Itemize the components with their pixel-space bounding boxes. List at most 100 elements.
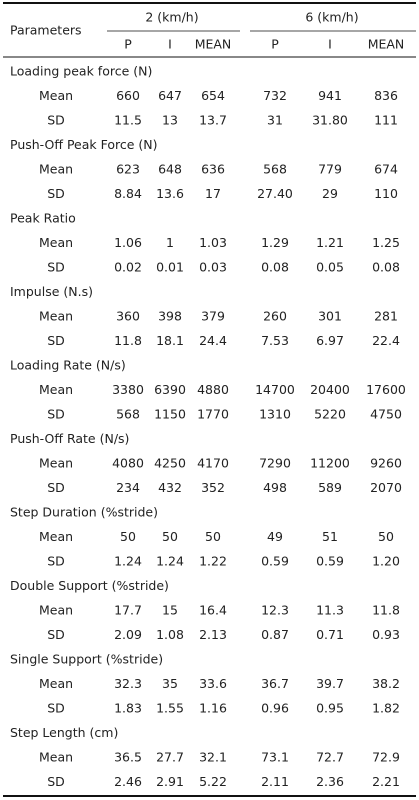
cell-value: 4250 [154,456,186,471]
cell-value: 654 [201,88,225,103]
cell-value: 660 [116,88,140,103]
section-title: Single Support (%stride) [10,652,163,667]
cell-value: 2.11 [261,774,289,789]
cell-value: 568 [116,407,140,422]
cell-value: 13 [162,113,178,128]
cell-value: 5.22 [199,774,227,789]
cell-value: 1 [166,235,174,250]
cell-value: 0.01 [156,260,184,275]
cell-value: 1.29 [261,235,289,250]
cell-value: 39.7 [316,676,344,691]
cell-value: 498 [263,480,287,495]
cell-value: 27.7 [156,750,184,765]
cell-value: 50 [120,529,136,544]
cell-value: 1.24 [114,554,142,569]
cell-value: 72.7 [316,750,344,765]
cell-value: 16.4 [199,603,227,618]
cell-value: 0.93 [372,627,400,642]
cell-value: 941 [318,88,342,103]
cell-value: 2.46 [114,774,142,789]
cell-value: 360 [116,309,140,324]
cell-value: 234 [116,480,140,495]
cell-value: 779 [318,162,342,177]
cell-value: 0.59 [261,554,289,569]
cell-value: 2.91 [156,774,184,789]
cell-value: 72.9 [372,750,400,765]
cell-value: 27.40 [257,186,293,201]
cell-value: 0.96 [261,701,289,716]
section-title: Push-Off Rate (N/s) [10,431,129,446]
cell-value: 0.59 [316,554,344,569]
cell-value: 15 [162,603,178,618]
cell-value: 568 [263,162,287,177]
section-title: Peak Ratio [10,211,76,226]
column-header: I [168,37,172,52]
cell-value: 260 [263,309,287,324]
section-title: Step Duration (%stride) [10,505,158,520]
cell-value: 11.8 [114,333,142,348]
cell-value: 1.08 [156,627,184,642]
cell-value: 1.82 [372,701,400,716]
cell-value: 17600 [366,382,406,397]
row-label: SD [47,113,65,128]
cell-value: 7.53 [261,333,289,348]
cell-value: 11200 [310,456,350,471]
cell-value: 2.09 [114,627,142,642]
cell-value: 732 [263,88,287,103]
cell-value: 0.71 [316,627,344,642]
cell-value: 4170 [197,456,229,471]
cell-value: 4880 [197,382,229,397]
cell-value: 110 [374,186,398,201]
row-label: Mean [39,235,73,250]
cell-value: 636 [201,162,225,177]
column-header: MEAN [368,37,405,52]
cell-value: 589 [318,480,342,495]
cell-value: 0.08 [261,260,289,275]
cell-value: 38.2 [372,676,400,691]
cell-value: 0.03 [199,260,227,275]
row-label: Mean [39,529,73,544]
row-label: Mean [39,676,73,691]
section-title: Double Support (%stride) [10,578,169,593]
row-label: SD [47,701,65,716]
cell-value: 1.55 [156,701,184,716]
parameters-header: Parameters [10,23,82,38]
row-label: SD [47,407,65,422]
column-header: I [328,37,332,52]
cell-value: 281 [374,309,398,324]
row-label: Mean [39,382,73,397]
column-header: MEAN [195,37,232,52]
row-label: SD [47,260,65,275]
cell-value: 836 [374,88,398,103]
cell-value: 73.1 [261,750,289,765]
row-label: Mean [39,750,73,765]
cell-value: 379 [201,309,225,324]
cell-value: 50 [162,529,178,544]
row-label: Mean [39,309,73,324]
cell-value: 3380 [112,382,144,397]
row-label: SD [47,627,65,642]
cell-value: 1.24 [156,554,184,569]
section-title: Impulse (N.s) [10,284,93,299]
cell-value: 31.80 [312,113,348,128]
cell-value: 17 [205,186,221,201]
cell-value: 7290 [259,456,291,471]
cell-value: 24.4 [199,333,227,348]
cell-value: 432 [158,480,182,495]
cell-value: 301 [318,309,342,324]
cell-value: 1.83 [114,701,142,716]
cell-value: 111 [374,113,398,128]
cell-value: 14700 [255,382,295,397]
cell-value: 1.20 [372,554,400,569]
section-title: Loading Rate (N/s) [10,358,126,373]
cell-value: 32.3 [114,676,142,691]
column-header: P [124,37,132,52]
cell-value: 0.02 [114,260,142,275]
cell-value: 49 [267,529,283,544]
cell-value: 8.84 [114,186,142,201]
cell-value: 12.3 [261,603,289,618]
cell-value: 11.3 [316,603,344,618]
row-label: SD [47,333,65,348]
cell-value: 2.13 [199,627,227,642]
